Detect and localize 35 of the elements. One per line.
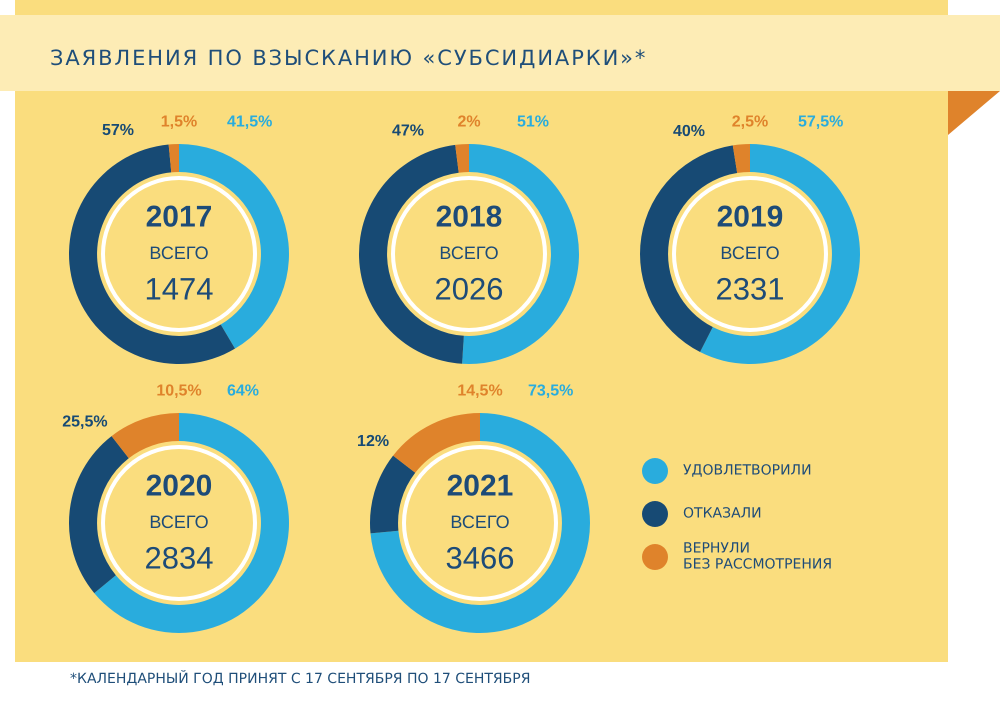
- data-label: 12%: [357, 432, 390, 450]
- text: 2019: [716, 200, 784, 234]
- text: ВСЕГО: [439, 242, 499, 263]
- data-label: 1,5%: [160, 113, 198, 130]
- data-label: 2%: [457, 113, 481, 130]
- text: 1474: [144, 272, 214, 307]
- legend-label: УДОВЛЕТВОРИЛИ: [683, 462, 812, 479]
- text: 2017: [146, 200, 212, 234]
- data-label: 2,5%: [732, 113, 768, 130]
- text: 2834: [144, 540, 214, 576]
- text: 2331: [716, 272, 784, 307]
- data-label: 57%: [102, 122, 134, 139]
- text: ВСЕГО: [149, 242, 209, 263]
- data-label: 10,5%: [156, 382, 202, 400]
- data-label: 51%: [517, 113, 550, 130]
- text: 2018: [436, 200, 502, 234]
- data-label: 41,5%: [227, 113, 272, 130]
- data-label: 47%: [392, 122, 424, 140]
- text: ВСЕГО: [450, 512, 510, 532]
- data-label: 14,5%: [457, 382, 503, 400]
- text: *КАЛЕНДАРНЫЙ ГОД ПРИНЯТ С 17 СЕНТЯБРЯ ПО 17 СЕНТЯБРЯ: [70, 671, 530, 688]
- text: ВСЕГО: [720, 242, 780, 263]
- data-label: 64%: [227, 382, 260, 400]
- legend-label: ОТКАЗАЛИ: [683, 506, 762, 522]
- text: 2026: [434, 272, 504, 307]
- data-label: 40%: [672, 122, 705, 140]
- text: 2020: [146, 469, 212, 502]
- text: 2021: [446, 469, 514, 502]
- legend-label: ВЕРНУЛИ БЕЗ РАССМОТРЕНИЯ: [683, 540, 832, 573]
- data-label: 25,5%: [62, 413, 108, 430]
- text: ЗАЯВЛЕНИЯ ПО ВЗЫСКАНИЮ «СУБСИДИАРКИ»*: [50, 45, 648, 71]
- text: 3466: [446, 540, 514, 576]
- data-label: 73,5%: [528, 382, 574, 400]
- text: ВСЕГО: [149, 512, 209, 532]
- data-label: 57,5%: [798, 113, 844, 130]
